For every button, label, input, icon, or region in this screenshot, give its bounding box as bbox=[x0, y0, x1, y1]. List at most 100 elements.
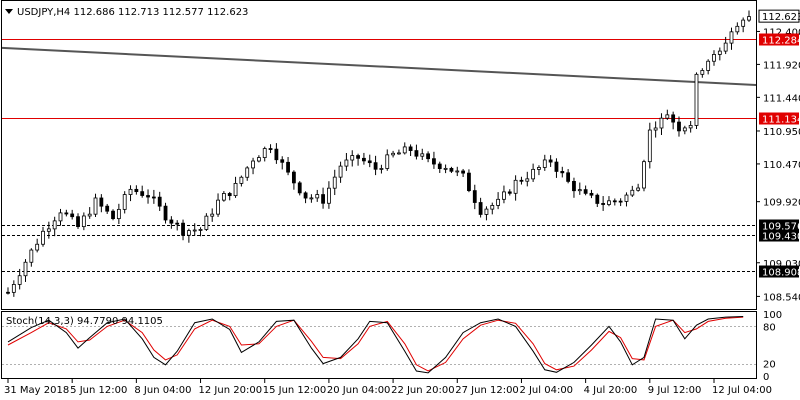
level-price-label: 109.576 bbox=[762, 222, 800, 233]
candle-body bbox=[169, 219, 174, 224]
candle-body bbox=[432, 158, 436, 165]
stochastic-title: Stoch(14,3,3) 94.7790 94.1105 bbox=[6, 316, 163, 327]
candle-body bbox=[315, 194, 320, 199]
candle-body bbox=[140, 191, 145, 196]
candle-body bbox=[397, 152, 401, 155]
price-axis-label: 112.400 bbox=[763, 27, 800, 38]
candle-body bbox=[688, 125, 693, 129]
candle-body bbox=[362, 157, 366, 162]
candle-body bbox=[245, 167, 250, 178]
candle-body bbox=[700, 70, 705, 75]
candle-body bbox=[157, 196, 162, 207]
time-axis-label: 27 Jun 12:00 bbox=[455, 385, 519, 396]
time-axis-label: 9 Jul 12:00 bbox=[648, 385, 702, 396]
level-price-tag bbox=[759, 229, 799, 242]
level-price-label: 109.430 bbox=[762, 232, 800, 243]
candle-body bbox=[583, 189, 588, 194]
candle-body bbox=[327, 187, 331, 204]
candle-body bbox=[712, 54, 716, 62]
candle-body bbox=[192, 229, 197, 232]
candle-body bbox=[467, 172, 471, 192]
time-axis-label: 2 Jul 04:00 bbox=[519, 385, 573, 396]
candle-body bbox=[116, 208, 121, 220]
candle-body bbox=[519, 179, 524, 182]
candle-body bbox=[694, 73, 699, 126]
candle-body bbox=[706, 60, 711, 71]
candle-body bbox=[29, 249, 34, 263]
candle-body bbox=[531, 168, 536, 180]
level-price-label: 112.284 bbox=[762, 36, 800, 47]
candle-body bbox=[490, 205, 495, 210]
candle-body bbox=[262, 148, 267, 158]
candle-body bbox=[665, 114, 670, 119]
candle-body bbox=[367, 160, 372, 164]
candle-body bbox=[64, 212, 69, 215]
level-price-tag bbox=[759, 265, 799, 278]
current-price-tag bbox=[758, 9, 800, 23]
candle-body bbox=[525, 178, 530, 182]
candle-body bbox=[210, 213, 215, 217]
candle-body bbox=[735, 25, 740, 33]
candle-body bbox=[572, 180, 576, 192]
candle-body bbox=[426, 153, 430, 160]
candle-body bbox=[46, 228, 51, 232]
candle-body bbox=[297, 182, 302, 194]
price-axis-label: 111.920 bbox=[763, 60, 800, 71]
candle-body bbox=[216, 199, 220, 215]
candle-body bbox=[35, 243, 40, 251]
candle-body bbox=[291, 171, 296, 184]
time-axis-label: 31 May 2018 bbox=[4, 385, 69, 396]
trendline[interactable] bbox=[1, 46, 757, 86]
candle-body bbox=[280, 159, 285, 163]
stochastic-main-line bbox=[7, 316, 744, 374]
candle-body bbox=[356, 155, 360, 159]
candle-body bbox=[630, 189, 635, 196]
candle-body bbox=[682, 127, 687, 132]
candle-body bbox=[741, 19, 746, 27]
level-price-label: 108.908 bbox=[762, 268, 800, 279]
candle-body bbox=[309, 197, 314, 200]
price-axis-label: 109.030 bbox=[763, 259, 800, 270]
time-axis-label: 12 Jul 04:00 bbox=[712, 385, 772, 396]
candle-body bbox=[607, 200, 611, 205]
price-axis: 112.400 111.920 111.440 110.950 110.470 109.9… bbox=[756, 27, 800, 303]
candle-body bbox=[128, 188, 133, 195]
triangle-down-icon[interactable] bbox=[5, 9, 13, 14]
candle-body bbox=[332, 176, 337, 189]
candle-body bbox=[70, 213, 75, 218]
candle-body bbox=[414, 150, 419, 157]
candle-body bbox=[163, 205, 168, 221]
level-price-tag bbox=[759, 112, 799, 125]
candle-body bbox=[577, 189, 582, 192]
candle-body bbox=[151, 196, 156, 199]
candle-body bbox=[134, 188, 139, 193]
stochastic-signal-line bbox=[7, 316, 744, 372]
candle-body bbox=[99, 197, 104, 207]
stochastic-axis-label: 80 bbox=[763, 322, 776, 333]
candle-body bbox=[274, 148, 279, 161]
time-axis-label: 12 Jun 20:00 bbox=[199, 385, 263, 396]
candle-body bbox=[87, 213, 92, 217]
level-price-label: 111.134 bbox=[762, 115, 800, 126]
candle-body bbox=[717, 50, 722, 55]
candle-body bbox=[542, 159, 547, 168]
candle-body bbox=[402, 146, 407, 154]
price-pane[interactable]: 112.400 111.920 111.440 110.950 110.470 109.9… bbox=[1, 0, 800, 310]
time-axis-label: 4 Jul 20:00 bbox=[584, 385, 638, 396]
candle-body bbox=[472, 190, 477, 203]
candle-body bbox=[437, 163, 442, 169]
candle-body bbox=[344, 159, 349, 167]
time-axis-label: 5 Jun 12:00 bbox=[70, 385, 127, 396]
candle-body bbox=[502, 191, 506, 200]
candle-body bbox=[52, 220, 57, 230]
candle-body bbox=[181, 222, 185, 236]
time-axis-label: 15 Jun 12:00 bbox=[263, 385, 327, 396]
time-axis: 31 May 2018 5 Jun 12:00 8 Jun 04:00 12 Jun … bbox=[4, 379, 772, 396]
candle-body bbox=[186, 230, 191, 236]
price-axis-label: 109.920 bbox=[763, 198, 800, 209]
candle-body bbox=[286, 161, 290, 173]
candle-body bbox=[105, 205, 110, 212]
